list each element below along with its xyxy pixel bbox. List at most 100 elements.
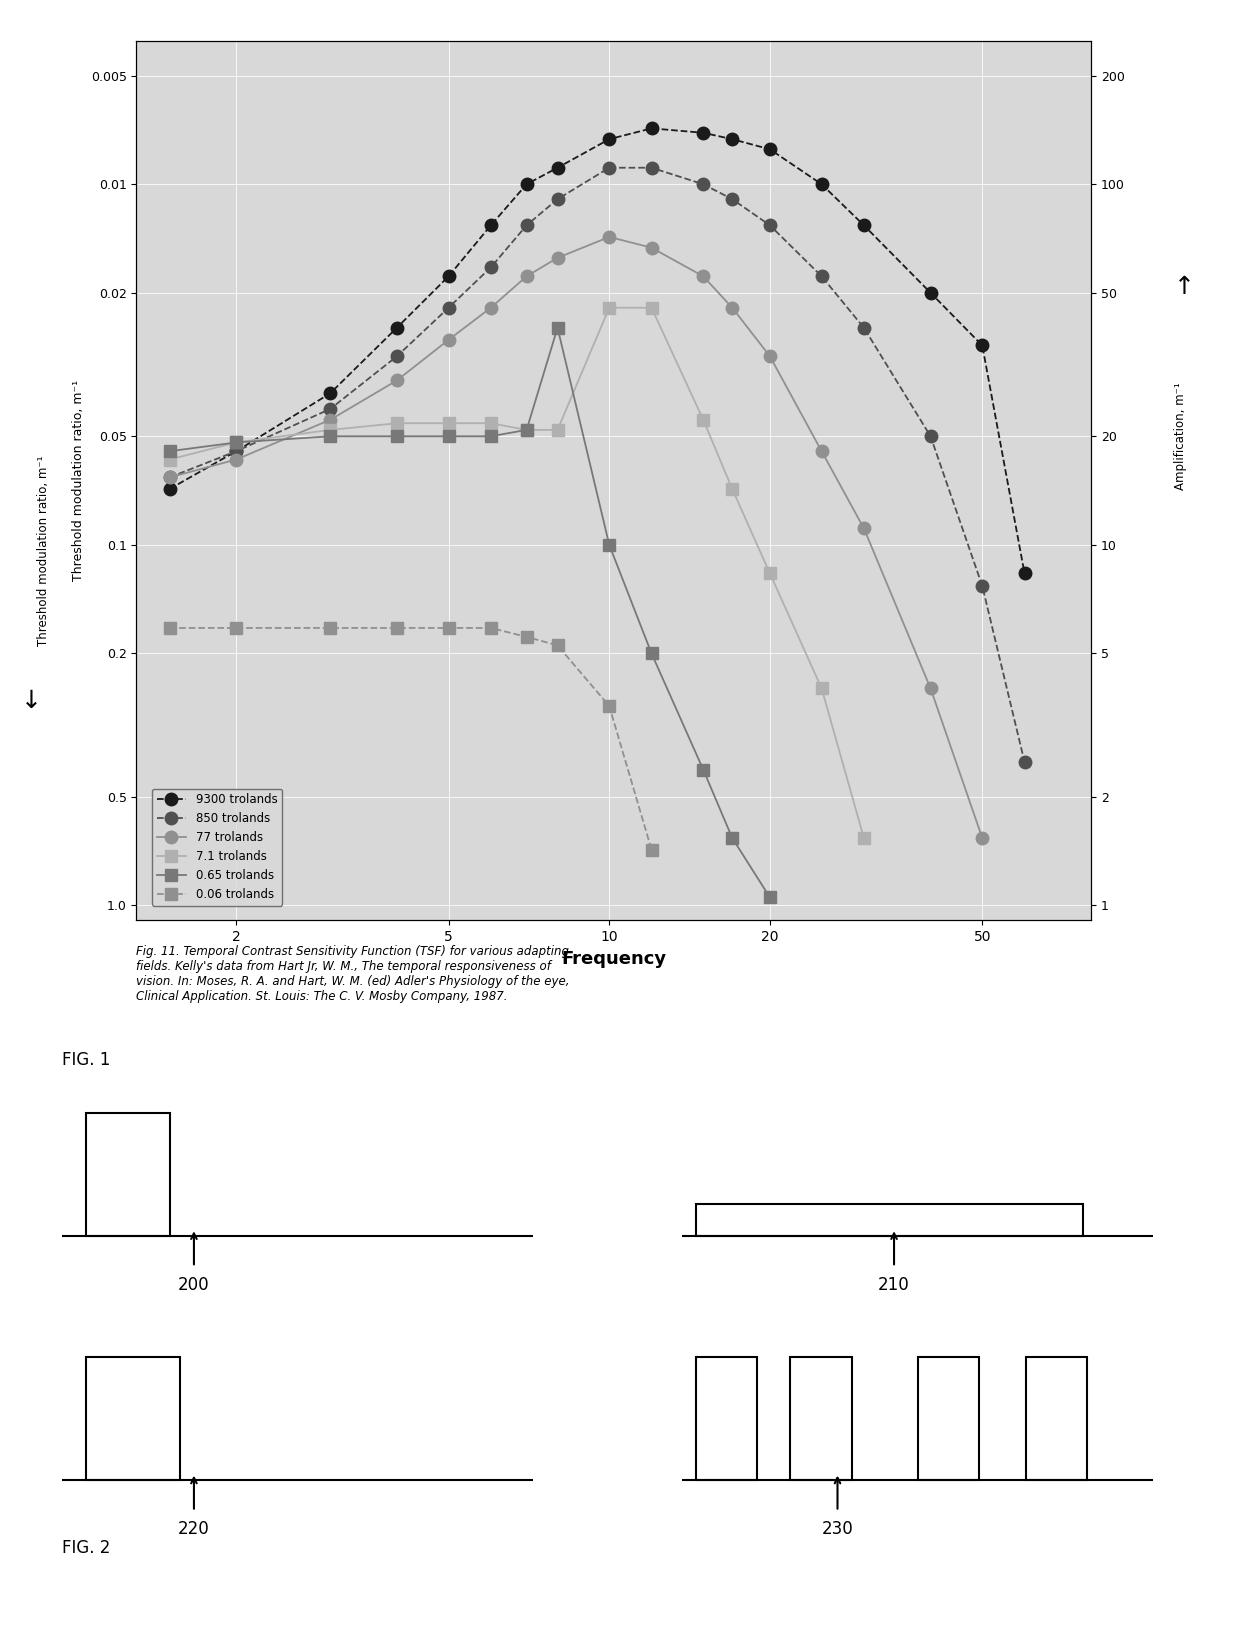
7.1 trolands	[551, 420, 565, 440]
850 trolands	[815, 267, 830, 287]
77 trolands	[441, 331, 456, 350]
0.06 trolands	[644, 841, 658, 860]
7.1 trolands	[229, 433, 244, 453]
Line: 0.65 trolands: 0.65 trolands	[164, 323, 775, 902]
7.1 trolands	[815, 679, 830, 699]
77 trolands	[815, 441, 830, 461]
850 trolands	[389, 347, 404, 367]
77 trolands	[551, 248, 565, 267]
7.1 trolands	[162, 450, 177, 469]
77 trolands	[322, 411, 337, 430]
9300 trolands	[389, 318, 404, 337]
850 trolands	[644, 158, 658, 178]
7.1 trolands	[857, 828, 872, 847]
0.06 trolands	[441, 617, 456, 637]
77 trolands	[725, 298, 740, 318]
9300 trolands	[551, 158, 565, 178]
7.1 trolands	[601, 298, 616, 318]
0.65 trolands	[229, 433, 244, 453]
0.65 trolands	[389, 427, 404, 446]
9300 trolands	[322, 383, 337, 402]
Bar	[790, 1357, 852, 1479]
Text: 220: 220	[179, 1520, 210, 1538]
X-axis label: Frequency: Frequency	[562, 950, 666, 968]
Bar	[86, 1113, 170, 1235]
77 trolands	[601, 226, 616, 246]
77 trolands	[975, 828, 990, 847]
Text: Fig. 11. Temporal Contrast Sensitivity Function (TSF) for various adapting
field: Fig. 11. Temporal Contrast Sensitivity F…	[136, 945, 570, 1003]
0.65 trolands	[644, 643, 658, 663]
9300 trolands	[644, 119, 658, 138]
Text: 210: 210	[878, 1276, 910, 1293]
9300 trolands	[923, 283, 937, 303]
850 trolands	[1017, 753, 1032, 772]
0.06 trolands	[520, 627, 534, 647]
Text: Threshold modulation ratio, m⁻¹: Threshold modulation ratio, m⁻¹	[37, 456, 50, 647]
Text: ↑: ↑	[1174, 275, 1194, 300]
850 trolands	[857, 318, 872, 337]
850 trolands	[763, 215, 777, 235]
9300 trolands	[441, 267, 456, 287]
Line: 77 trolands: 77 trolands	[164, 231, 988, 844]
7.1 trolands	[389, 414, 404, 433]
0.65 trolands	[441, 427, 456, 446]
Bar	[918, 1357, 978, 1479]
Text: 200: 200	[179, 1276, 210, 1293]
77 trolands	[644, 238, 658, 257]
77 trolands	[229, 450, 244, 469]
850 trolands	[484, 257, 498, 277]
9300 trolands	[601, 129, 616, 148]
850 trolands	[162, 468, 177, 487]
7.1 trolands	[520, 420, 534, 440]
0.06 trolands	[551, 635, 565, 655]
0.65 trolands	[551, 318, 565, 337]
7.1 trolands	[322, 420, 337, 440]
850 trolands	[601, 158, 616, 178]
0.65 trolands	[484, 427, 498, 446]
7.1 trolands	[644, 298, 658, 318]
850 trolands	[441, 298, 456, 318]
0.65 trolands	[696, 759, 711, 779]
Text: FIG. 2: FIG. 2	[62, 1539, 110, 1557]
0.65 trolands	[601, 534, 616, 554]
850 trolands	[696, 174, 711, 194]
9300 trolands	[975, 336, 990, 355]
850 trolands	[923, 427, 937, 446]
7.1 trolands	[484, 414, 498, 433]
7.1 trolands	[441, 414, 456, 433]
Bar	[86, 1357, 180, 1479]
850 trolands	[520, 215, 534, 235]
0.65 trolands	[725, 828, 740, 847]
77 trolands	[484, 298, 498, 318]
Bar	[696, 1357, 758, 1479]
Text: Amplification, m⁻¹: Amplification, m⁻¹	[1174, 383, 1187, 490]
9300 trolands	[520, 174, 534, 194]
0.06 trolands	[484, 617, 498, 637]
77 trolands	[389, 371, 404, 391]
77 trolands	[520, 267, 534, 287]
9300 trolands	[162, 479, 177, 498]
0.06 trolands	[162, 617, 177, 637]
9300 trolands	[1017, 564, 1032, 583]
Bar	[696, 1204, 1083, 1235]
Line: 0.06 trolands: 0.06 trolands	[164, 622, 657, 855]
0.06 trolands	[229, 617, 244, 637]
Text: 230: 230	[822, 1520, 853, 1538]
0.65 trolands	[162, 441, 177, 461]
7.1 trolands	[725, 479, 740, 498]
7.1 trolands	[763, 564, 777, 583]
77 trolands	[696, 267, 711, 287]
77 trolands	[162, 468, 177, 487]
Line: 7.1 trolands: 7.1 trolands	[164, 301, 869, 844]
9300 trolands	[763, 140, 777, 160]
77 trolands	[763, 347, 777, 367]
0.06 trolands	[389, 617, 404, 637]
9300 trolands	[229, 441, 244, 461]
0.65 trolands	[763, 888, 777, 907]
Legend: 9300 trolands, 850 trolands, 77 trolands, 7.1 trolands, 0.65 trolands, 0.06 trol: 9300 trolands, 850 trolands, 77 trolands…	[151, 788, 281, 906]
9300 trolands	[725, 129, 740, 148]
0.65 trolands	[520, 420, 534, 440]
Text: FIG. 1: FIG. 1	[62, 1051, 110, 1069]
Y-axis label: Threshold modulation ratio, m⁻¹: Threshold modulation ratio, m⁻¹	[72, 380, 86, 582]
850 trolands	[551, 189, 565, 209]
